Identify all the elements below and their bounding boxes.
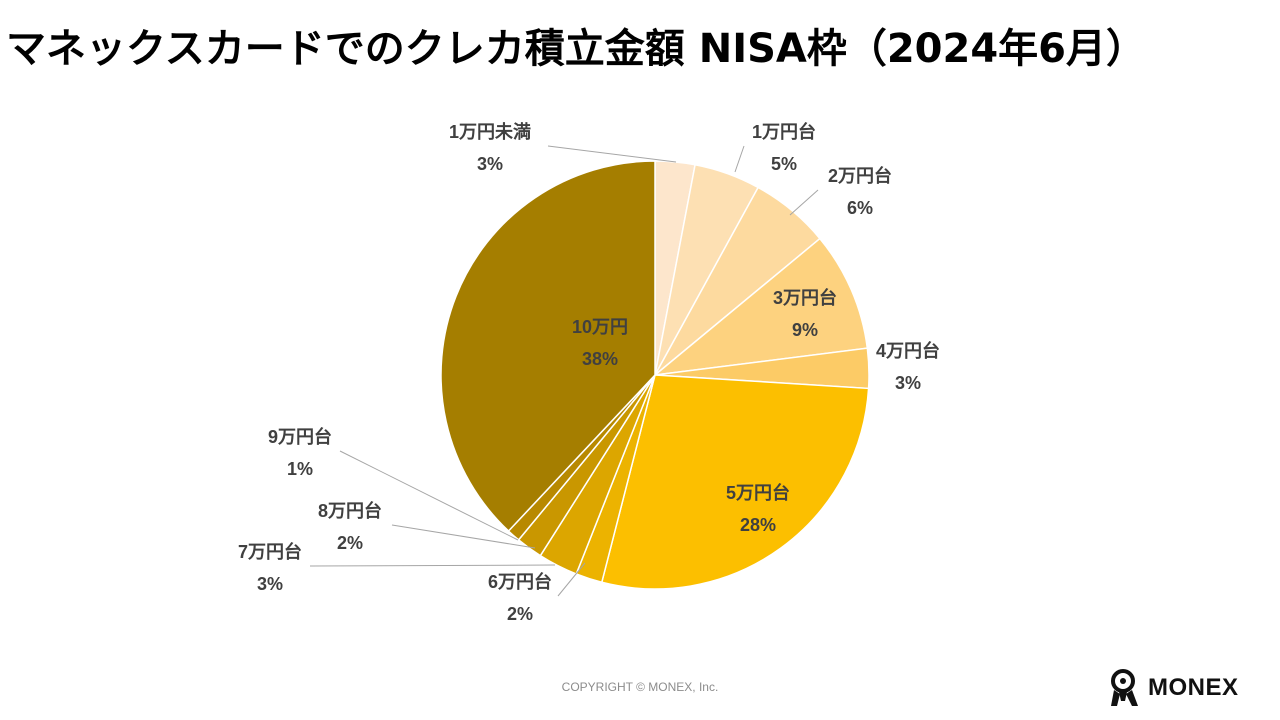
slice-labels: 1万円未満 3% 1万円台 5% 2万円台 6% 3万円台 9% 4万円台 3% 5万円台 28% 6万… (238, 121, 940, 624)
leader-line-8 (309, 564, 556, 567)
slice-percent-5: 3% (895, 373, 921, 393)
leader-line-1 (547, 145, 677, 163)
slice-label-3: 2万円台 (828, 165, 892, 186)
slice-percent-9: 2% (337, 533, 363, 553)
slice-percent-11: 38% (582, 349, 618, 369)
slice-label-11: 10万円 (572, 317, 628, 337)
slice-percent-3: 6% (847, 198, 873, 218)
pie-slice-6 (600, 374, 870, 590)
pie-slice-11 (440, 160, 656, 533)
slice-percent-7: 2% (507, 604, 533, 624)
monex-logo: MONEX (1108, 666, 1239, 710)
slice-label-9: 8万円台 (318, 500, 382, 521)
leader-lines (309, 145, 819, 597)
slice-percent-6: 28% (740, 515, 776, 535)
chart-title: マネックスカードでのクレカ積立金額 NISA枠（2024年6月） (6, 26, 1147, 72)
pie-slices (440, 160, 870, 590)
leader-line-7 (557, 562, 586, 597)
slice-label-2: 1万円台 (752, 121, 816, 142)
leader-line-2 (734, 145, 745, 173)
monex-logo-text: MONEX (1148, 674, 1239, 701)
leader-line-3 (789, 189, 819, 216)
copyright-text: COPYRIGHT © MONEX, Inc. (561, 680, 719, 694)
slice-percent-10: 1% (287, 459, 313, 479)
slice-label-1: 1万円未満 (449, 121, 531, 142)
slice-label-10: 9万円台 (268, 426, 332, 447)
slice-percent-1: 3% (477, 154, 503, 174)
slice-label-6: 5万円台 (726, 482, 790, 503)
leader-line-10 (339, 450, 519, 541)
slice-percent-4: 9% (792, 320, 818, 340)
slice-label-4: 3万円台 (773, 287, 837, 308)
monex-logo-icon (1111, 669, 1138, 706)
slice-label-5: 4万円台 (876, 340, 940, 361)
slice-label-7: 6万円台 (488, 571, 552, 592)
slice-label-8: 7万円台 (238, 541, 302, 562)
slice-percent-8: 3% (257, 574, 283, 594)
pie-slice-4 (652, 237, 869, 377)
slice-percent-2: 5% (771, 154, 797, 174)
leader-line-9 (391, 524, 536, 549)
